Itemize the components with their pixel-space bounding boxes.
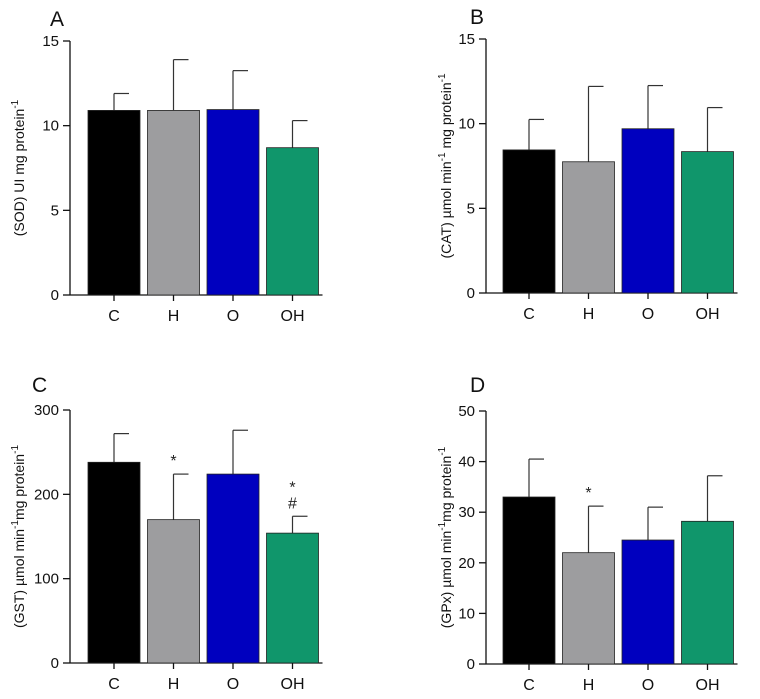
bar-oh [681, 151, 734, 294]
y-axis-label: (GPx) µmol min-1mg protein-1 [437, 446, 454, 628]
y-axis-label-text: mg protein [11, 454, 27, 520]
y-axis-label: (CAT) µmol min-1 mg protein-1 [437, 73, 454, 259]
y-axis-label-superscript: -1 [10, 445, 21, 454]
category-label: OH [696, 306, 720, 323]
category-label: O [642, 677, 654, 694]
panel-letter: C [32, 374, 47, 397]
y-tick-label: 50 [458, 403, 475, 420]
category-label: C [108, 676, 120, 693]
category-label: OH [281, 676, 305, 693]
significance-marker: * [170, 453, 176, 470]
y-axis-label-superscript: -1 [10, 99, 21, 108]
y-axis-label-text: (CAT) µmol min [438, 161, 454, 258]
y-tick-label: 15 [42, 33, 59, 50]
y-axis-label-superscript: -1 [437, 446, 448, 455]
y-tick-label: 10 [458, 605, 475, 622]
y-tick-label: 300 [34, 402, 59, 419]
bar-c [502, 496, 556, 665]
y-axis-label: (GST) µmol min-1mg protein-1 [10, 445, 27, 628]
category-label: H [583, 306, 595, 323]
bar-oh [681, 520, 734, 665]
y-axis-label-superscript: -1 [437, 521, 448, 530]
category-label: C [523, 306, 535, 323]
category-label: C [108, 308, 120, 325]
panel-letter: A [50, 8, 64, 31]
y-tick-label: 5 [467, 200, 475, 217]
category-label: H [583, 677, 595, 694]
category-label: O [227, 676, 239, 693]
y-axis-label-text: (SOD) UI mg protein [11, 109, 27, 237]
panel-letter: B [470, 6, 484, 29]
category-label: C [523, 677, 535, 694]
bar-o [206, 473, 260, 664]
bar-oh [266, 532, 319, 664]
y-axis-label: (SOD) UI mg protein-1 [10, 99, 27, 236]
y-tick-label: 20 [458, 555, 475, 572]
y-axis-label-superscript: -1 [437, 152, 448, 161]
y-tick-label: 10 [458, 116, 475, 133]
y-tick-label: 100 [34, 571, 59, 588]
y-tick-label: 10 [42, 118, 59, 135]
category-label: H [168, 676, 180, 693]
bar-c [87, 110, 141, 296]
bar-o [206, 109, 260, 296]
y-tick-label: 0 [467, 285, 475, 302]
y-tick-label: 0 [51, 287, 59, 304]
y-axis-label-text: (GST) µmol min [11, 529, 27, 628]
category-label: OH [281, 308, 305, 325]
panel-letter: D [470, 374, 485, 397]
y-tick-label: 200 [34, 486, 59, 503]
category-label: O [642, 306, 654, 323]
bar-oh [266, 147, 319, 296]
y-axis-label-superscript: -1 [10, 520, 21, 529]
significance-marker: * [585, 485, 591, 502]
category-label: H [168, 308, 180, 325]
significance-marker: # [288, 495, 297, 512]
y-tick-label: 40 [458, 454, 475, 471]
bar-c [502, 149, 556, 294]
bar-o [621, 128, 675, 294]
y-tick-label: 15 [458, 31, 475, 48]
y-tick-label: 0 [467, 656, 475, 673]
bar-o [621, 539, 675, 665]
y-tick-label: 5 [51, 202, 59, 219]
category-label: OH [696, 677, 720, 694]
chart-panel-a: A 0 5 10 15 C H O OH (SOD) UI mg protein-1 [10, 8, 323, 325]
y-axis-label-text: mg protein [438, 82, 454, 152]
y-tick-label: 30 [458, 504, 475, 521]
y-axis-label-superscript: -1 [437, 73, 448, 82]
y-tick-label: 0 [51, 655, 59, 672]
bar-h [562, 161, 615, 294]
significance-marker: * [289, 479, 295, 496]
y-axis-label-text: (GPx) µmol min [438, 531, 454, 629]
bar-c [87, 461, 141, 664]
bar-h [147, 519, 200, 664]
bar-h [562, 552, 615, 665]
y-axis-label-text: mg protein [438, 456, 454, 522]
category-label: O [227, 308, 239, 325]
bar-h [147, 110, 200, 296]
